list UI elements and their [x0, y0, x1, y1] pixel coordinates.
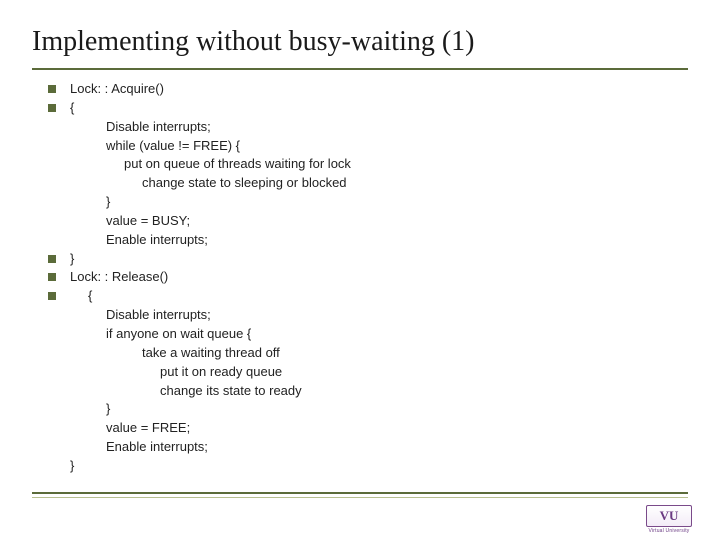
code-line: Disable interrupts;: [48, 118, 688, 137]
code-line: change its state to ready: [48, 382, 688, 401]
code-line: take a waiting thread off: [48, 344, 688, 363]
code-line: }: [48, 457, 688, 476]
code-line: {: [48, 287, 688, 306]
code-text: {: [70, 287, 92, 306]
code-line: Disable interrupts;: [48, 306, 688, 325]
code-text: while (value != FREE) {: [70, 137, 240, 156]
code-line: }: [48, 193, 688, 212]
logo-subtext: Virtual University: [646, 528, 692, 534]
logo-mark: VU: [646, 505, 692, 527]
code-text: change state to sleeping or blocked: [70, 174, 347, 193]
title-container: Implementing without busy-waiting (1): [32, 20, 688, 70]
code-line: if anyone on wait queue {: [48, 325, 688, 344]
bullet-icon: [48, 104, 56, 112]
code-text: put on queue of threads waiting for lock: [70, 155, 351, 174]
footer-rule: [32, 492, 688, 498]
code-text: }: [70, 250, 74, 269]
code-line: change state to sleeping or blocked: [48, 174, 688, 193]
code-text: take a waiting thread off: [70, 344, 280, 363]
code-line: }: [48, 250, 688, 269]
code-line: put on queue of threads waiting for lock: [48, 155, 688, 174]
bullet-icon: [48, 273, 56, 281]
bullet-icon: [48, 292, 56, 300]
code-text: Lock: : Release(): [70, 268, 168, 287]
page-title: Implementing without busy-waiting (1): [32, 26, 688, 58]
code-text: }: [70, 400, 110, 419]
code-text: if anyone on wait queue {: [70, 325, 251, 344]
logo: VU Virtual University: [646, 505, 692, 534]
bullet-icon: [48, 85, 56, 93]
content-body: Lock: : Acquire(){Disable interrupts;whi…: [32, 80, 688, 476]
code-text: change its state to ready: [70, 382, 302, 401]
code-text: Lock: : Acquire(): [70, 80, 164, 99]
code-line: value = BUSY;: [48, 212, 688, 231]
code-text: Enable interrupts;: [70, 231, 208, 250]
code-line: Enable interrupts;: [48, 231, 688, 250]
code-text: {: [70, 99, 74, 118]
code-line: Enable interrupts;: [48, 438, 688, 457]
code-text: }: [70, 193, 110, 212]
code-line: }: [48, 400, 688, 419]
code-text: put it on ready queue: [70, 363, 282, 382]
code-text: }: [70, 457, 74, 476]
code-text: Enable interrupts;: [70, 438, 208, 457]
code-text: Disable interrupts;: [70, 118, 211, 137]
code-line: while (value != FREE) {: [48, 137, 688, 156]
code-text: Disable interrupts;: [70, 306, 211, 325]
bullet-icon: [48, 255, 56, 263]
code-text: value = BUSY;: [70, 212, 190, 231]
code-text: value = FREE;: [70, 419, 190, 438]
code-line: value = FREE;: [48, 419, 688, 438]
code-line: Lock: : Release(): [48, 268, 688, 287]
slide: Implementing without busy-waiting (1) Lo…: [0, 0, 720, 540]
code-line: Lock: : Acquire(): [48, 80, 688, 99]
code-line: put it on ready queue: [48, 363, 688, 382]
code-line: {: [48, 99, 688, 118]
